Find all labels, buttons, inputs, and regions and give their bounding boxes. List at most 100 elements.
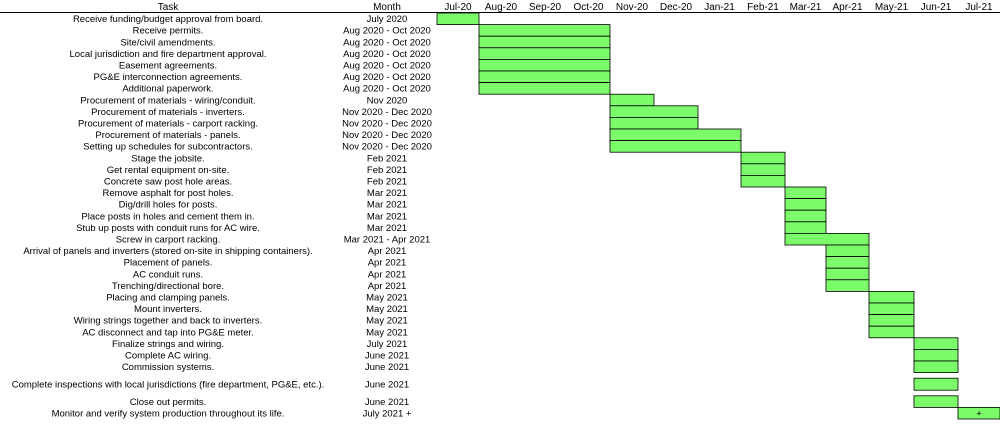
- month-label: Aug 2020 - Oct 2020: [343, 61, 431, 72]
- month-label: Apr 2021: [368, 246, 407, 257]
- month-label: Aug 2020 - Oct 2020: [343, 37, 431, 48]
- month-label: June 2021: [365, 397, 409, 408]
- gantt-bar: [609, 128, 742, 142]
- task-label: Arrival of panels and inverters (stored …: [23, 246, 312, 257]
- month-label: Feb 2021: [367, 165, 407, 176]
- month-header: Mar-21: [790, 2, 822, 13]
- gantt-bar: [478, 47, 611, 60]
- month-label: Aug 2020 - Oct 2020: [343, 72, 431, 83]
- task-label: Procurement of materials - panels.: [95, 130, 240, 141]
- month-header: May-21: [875, 2, 909, 13]
- task-label: Get rental equipment on-site.: [107, 165, 230, 176]
- task-label: Complete AC wiring.: [125, 351, 211, 362]
- month-label: Aug 2020 - Oct 2020: [343, 49, 431, 60]
- column-header-month: Month: [373, 2, 401, 13]
- task-label: AC disconnect and tap into PG&E meter.: [82, 327, 254, 338]
- task-label: Commission systems.: [122, 362, 214, 373]
- gantt-bar: [784, 198, 827, 211]
- task-label: PG&E interconnection agreements.: [94, 72, 243, 83]
- month-label: May 2021: [366, 327, 408, 338]
- month-header: Feb-21: [747, 2, 779, 13]
- gantt-bar: [478, 24, 611, 37]
- task-label: Trenching/directional bore.: [112, 281, 224, 292]
- month-label: Feb 2021: [367, 153, 407, 164]
- task-label: Concrete saw post hole areas.: [104, 177, 232, 188]
- month-label: May 2021: [366, 316, 408, 327]
- task-label: Local jurisdiction and fire department a…: [70, 49, 267, 60]
- gantt-bar: [868, 314, 915, 327]
- month-label: Aug 2020 - Oct 2020: [343, 26, 431, 37]
- month-header: Oct-20: [573, 2, 603, 13]
- month-label: Nov 2020: [367, 95, 408, 106]
- gantt-bars: +: [436, 12, 1000, 420]
- task-label: Dig/drill holes for posts.: [119, 200, 218, 211]
- month-label: Apr 2021: [368, 258, 407, 269]
- task-label: Procurement of materials - carport racki…: [78, 119, 258, 130]
- gantt-bar: [868, 325, 915, 339]
- month-label: July 2021: [367, 339, 408, 350]
- month-label: June 2021: [365, 362, 409, 373]
- gantt-bar: [478, 59, 611, 72]
- gantt-bar: [784, 221, 827, 234]
- task-label: Stub up posts with conduit runs for AC w…: [76, 223, 260, 234]
- task-label: Close out permits.: [130, 397, 207, 408]
- gantt-bar: [913, 360, 959, 374]
- task-label: Stage the jobsite.: [131, 153, 204, 164]
- month-header: Nov-20: [616, 2, 649, 13]
- gantt-bar: [957, 406, 1000, 420]
- month-header: Jan-21: [704, 2, 735, 13]
- gantt-bar: [784, 232, 870, 246]
- gantt-bar: [825, 244, 870, 258]
- month-header: Jun-21: [921, 2, 952, 13]
- month-header: Sep-20: [529, 2, 562, 13]
- month-header: Dec-20: [660, 2, 693, 13]
- month-header: Aug-20: [485, 2, 518, 13]
- task-label: Complete inspections with local jurisdic…: [12, 380, 325, 391]
- task-label: Monitor and verify system production thr…: [52, 409, 285, 420]
- month-label: Mar 2021: [367, 211, 407, 222]
- gantt-bar: [478, 70, 611, 84]
- gantt-bar: [913, 395, 959, 408]
- month-label: Mar 2021: [367, 200, 407, 211]
- timeline-headers: Jul-20 Aug-20 Sep-20 Oct-20 Nov-20 Dec-20 Jan-…: [444, 2, 993, 13]
- task-label: Procurement of materials - inverters.: [91, 107, 245, 118]
- month-label: Mar 2021 - Apr 2021: [344, 235, 431, 246]
- task-label: Mount inverters.: [134, 304, 202, 315]
- task-label: Wiring strings together and back to inve…: [74, 316, 263, 327]
- task-label: Place posts in holes and cement them in.: [81, 211, 254, 222]
- task-label: Procurement of materials - wiring/condui…: [80, 95, 255, 106]
- task-label: AC conduit runs.: [133, 269, 203, 280]
- task-label: Finalize strings and wiring.: [112, 339, 224, 350]
- gantt-bar: [436, 12, 480, 26]
- gantt-bar: [609, 117, 699, 130]
- month-label: Nov 2020 - Dec 2020: [342, 119, 432, 130]
- month-label: Mar 2021: [367, 223, 407, 234]
- gantt-bar: [825, 267, 870, 281]
- month-header: Apr-21: [832, 2, 862, 13]
- month-label: Aug 2020 - Oct 2020: [343, 84, 431, 95]
- month-label: Nov 2020 - Dec 2020: [342, 142, 432, 153]
- month-label: Mar 2021: [367, 188, 407, 199]
- month-label: July 2021 +: [363, 409, 412, 420]
- task-label: Easement agreements.: [119, 61, 217, 72]
- ongoing-marker: +: [976, 409, 982, 420]
- month-header: Jul-20: [444, 2, 472, 13]
- gantt-bar: [609, 105, 699, 118]
- gantt-bar: [825, 279, 870, 292]
- task-label: Additional paperwork.: [122, 84, 213, 95]
- task-label: Receive funding/budget approval from boa…: [73, 14, 263, 25]
- gantt-bar: [740, 163, 786, 176]
- task-rows: Receive funding/budget approval from boa…: [12, 14, 432, 419]
- month-label: Nov 2020 - Dec 2020: [342, 107, 432, 118]
- month-label: Feb 2021: [367, 177, 407, 188]
- month-label: May 2021: [366, 293, 408, 304]
- gantt-bar: [913, 337, 959, 350]
- gantt-bar: [609, 93, 655, 107]
- column-header-task: Task: [158, 2, 180, 13]
- gantt-bar: [868, 290, 915, 304]
- gantt-bar: [913, 377, 959, 391]
- month-header: Jul-21: [965, 2, 993, 13]
- task-label: Remove asphalt for post holes.: [103, 188, 234, 199]
- month-label: May 2021: [366, 304, 408, 315]
- gantt-bar: [609, 140, 742, 153]
